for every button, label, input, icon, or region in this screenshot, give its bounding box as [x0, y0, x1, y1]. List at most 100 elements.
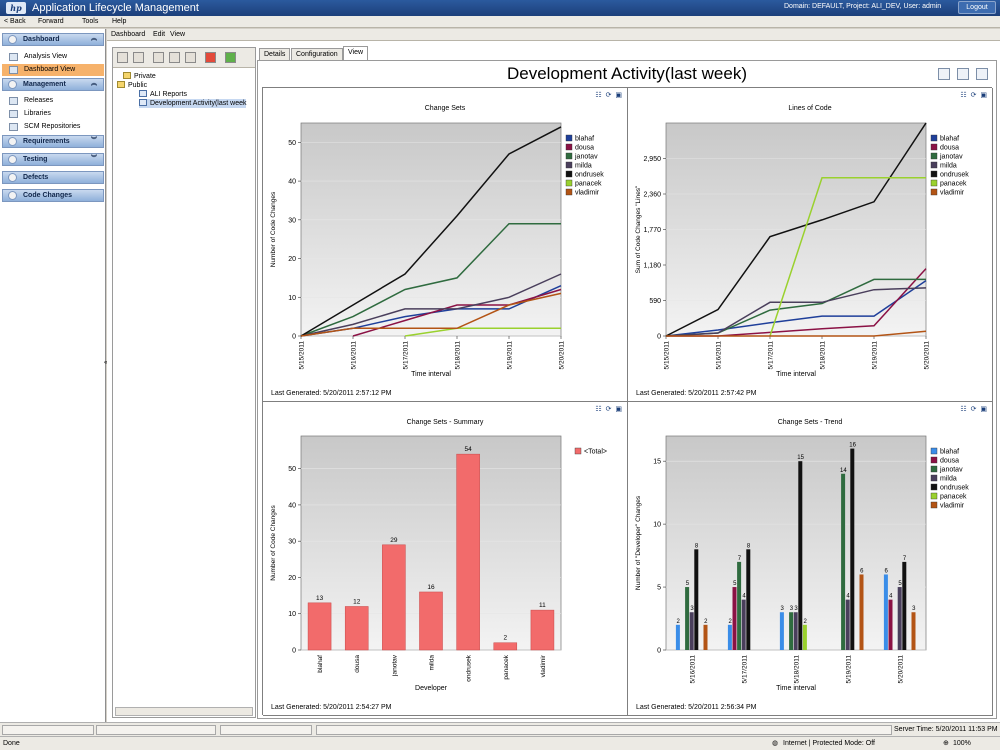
last-generated: Last Generated: 5/20/2011 2:57:12 PM: [271, 390, 392, 397]
tree-node-ali-reports[interactable]: ALI Reports: [139, 90, 187, 99]
data-label: 8: [747, 543, 751, 549]
sidebar-section-code-changes[interactable]: Code Changes: [2, 189, 104, 202]
data-label: 13: [316, 595, 324, 602]
paste-icon[interactable]: [185, 52, 196, 63]
legend-swatch: [930, 179, 938, 187]
help-menu[interactable]: Help: [112, 18, 127, 25]
status-cell: [220, 725, 312, 735]
legend-label: dousa: [940, 458, 959, 465]
edit-menu[interactable]: Edit: [153, 31, 166, 38]
bar-vladimir: [703, 624, 708, 650]
refresh-icon[interactable]: [225, 52, 236, 63]
bar-milda: [419, 591, 443, 651]
y-tick-label: 10: [288, 611, 296, 618]
legend-swatch: [930, 134, 938, 142]
status-cell: [316, 725, 892, 735]
delete-icon[interactable]: [205, 52, 216, 63]
logout-button[interactable]: Logout: [958, 1, 996, 14]
y-tick-label: 50: [288, 140, 296, 147]
sidebar-collapse-handle[interactable]: «: [104, 360, 108, 366]
dashboard-view-icon: [9, 66, 18, 74]
x-tick-label: 5/18/2011: [794, 655, 801, 684]
last-generated: Last Generated: 5/20/2011 2:54:27 PM: [271, 704, 392, 711]
sidebar-section-testing[interactable]: Testing ︾: [2, 153, 104, 166]
sidebar-item-label: Libraries: [24, 110, 51, 117]
tab-configuration[interactable]: Configuration: [291, 48, 343, 60]
bar-ondrusek: [798, 461, 803, 650]
libraries-icon: [9, 110, 18, 118]
cut-icon[interactable]: [153, 52, 164, 63]
tab-details[interactable]: Details: [259, 48, 291, 60]
back-button[interactable]: < Back: [4, 18, 26, 25]
dashboard-menu[interactable]: Dashboard: [111, 31, 146, 38]
tree-node-public[interactable]: Public: [117, 81, 147, 90]
tab-view[interactable]: View: [343, 46, 369, 60]
export-icon[interactable]: [938, 68, 950, 80]
data-label: 14: [840, 468, 847, 474]
sidebar-item-dashboard-view[interactable]: Dashboard View: [2, 64, 104, 76]
chart-tool-icons[interactable]: ☷ ⟳ ▣: [960, 92, 988, 99]
y-tick-label: 590: [649, 298, 661, 305]
bar-dousa: [732, 587, 737, 650]
sidebar-item-scm-repositories[interactable]: SCM Repositories: [2, 121, 104, 133]
data-label: 3: [790, 606, 794, 612]
chart-tool-icons[interactable]: ☷ ⟳ ▣: [595, 92, 623, 99]
legend-label: panacek: [940, 181, 967, 188]
data-label: 5: [686, 581, 690, 587]
copy-icon[interactable]: [169, 52, 180, 63]
sidebar-section-dashboard[interactable]: Dashboard ︽: [2, 33, 104, 46]
x-tick-label: 5/18/2011: [455, 341, 462, 370]
sidebar-section-management[interactable]: Management ︽: [2, 78, 104, 91]
data-label: 11: [539, 602, 546, 609]
chart-svg: 0 590 1,180 1,770 2,360 2,950 Sum of Code Chan…: [635, 122, 969, 378]
zoom-level[interactable]: 100%: [953, 740, 971, 747]
repository-icon: [9, 123, 18, 131]
series-line-janotav: [300, 222, 561, 337]
new-page-icon[interactable]: [133, 52, 144, 63]
legend-label: dousa: [940, 145, 959, 152]
legend-label: panacek: [940, 494, 967, 501]
series-line-ondrusek: [665, 122, 927, 337]
sidebar-section-requirements[interactable]: Requirements ︾: [2, 135, 104, 148]
sidebar-item-analysis-view[interactable]: Analysis View: [2, 51, 104, 63]
bar-blahaf: [307, 602, 332, 651]
sidebar-item-libraries[interactable]: Libraries: [2, 108, 104, 120]
status-cell: [96, 725, 216, 735]
bar-blahaf: [779, 612, 784, 650]
series-line-vladimir: [300, 292, 562, 337]
tools-menu[interactable]: Tools: [82, 18, 99, 25]
tree-node-dev-activity[interactable]: Development Activity(last week: [139, 99, 247, 108]
print-icon[interactable]: [957, 68, 969, 80]
legend-swatch: [565, 170, 573, 178]
data-label: 8: [695, 543, 699, 549]
y-tick-label: 0: [657, 648, 661, 655]
view-menu[interactable]: View: [170, 31, 186, 38]
chart-svg: 0 10 20 30 40 50 Number of Code Changes 13 blaha…: [270, 435, 607, 692]
x-axis-label: Developer: [415, 685, 448, 692]
bar-janotav: [789, 612, 794, 650]
forward-menu[interactable]: Forward: [38, 18, 64, 25]
main-menu-bar: < Back Forward Tools Help: [0, 16, 1000, 28]
sidebar-item-releases[interactable]: Releases: [2, 95, 104, 107]
bar-janotav: [382, 544, 406, 651]
tree-node-private[interactable]: Private: [123, 72, 156, 81]
chart-tool-icons[interactable]: ☷ ⟳ ▣: [595, 406, 623, 413]
view-panel: Development Activity(last week) Change S…: [257, 60, 997, 719]
tree-horizontal-scrollbar[interactable]: [115, 707, 253, 716]
configure-icon[interactable]: [976, 68, 988, 80]
chart-tool-icons[interactable]: ☷ ⟳ ▣: [960, 406, 988, 413]
testing-icon: [8, 155, 17, 164]
bar-ondrusek: [456, 453, 480, 651]
bar-blahaf: [727, 624, 732, 650]
new-folder-icon[interactable]: [117, 52, 128, 63]
y-tick-label: 10: [288, 295, 296, 302]
sidebar-section-defects[interactable]: Defects: [2, 171, 104, 184]
x-axis-label: Time interval: [776, 685, 816, 692]
x-tick-label: 5/16/2011: [351, 341, 358, 370]
bar-milda: [741, 599, 746, 650]
sidebar-item-label: Dashboard View: [24, 66, 76, 73]
x-axis-label: Time interval: [776, 371, 816, 378]
x-tick-label: 5/20/2011: [559, 341, 566, 370]
done-status: Done: [3, 740, 20, 747]
tree-node-label: ALI Reports: [150, 91, 187, 98]
